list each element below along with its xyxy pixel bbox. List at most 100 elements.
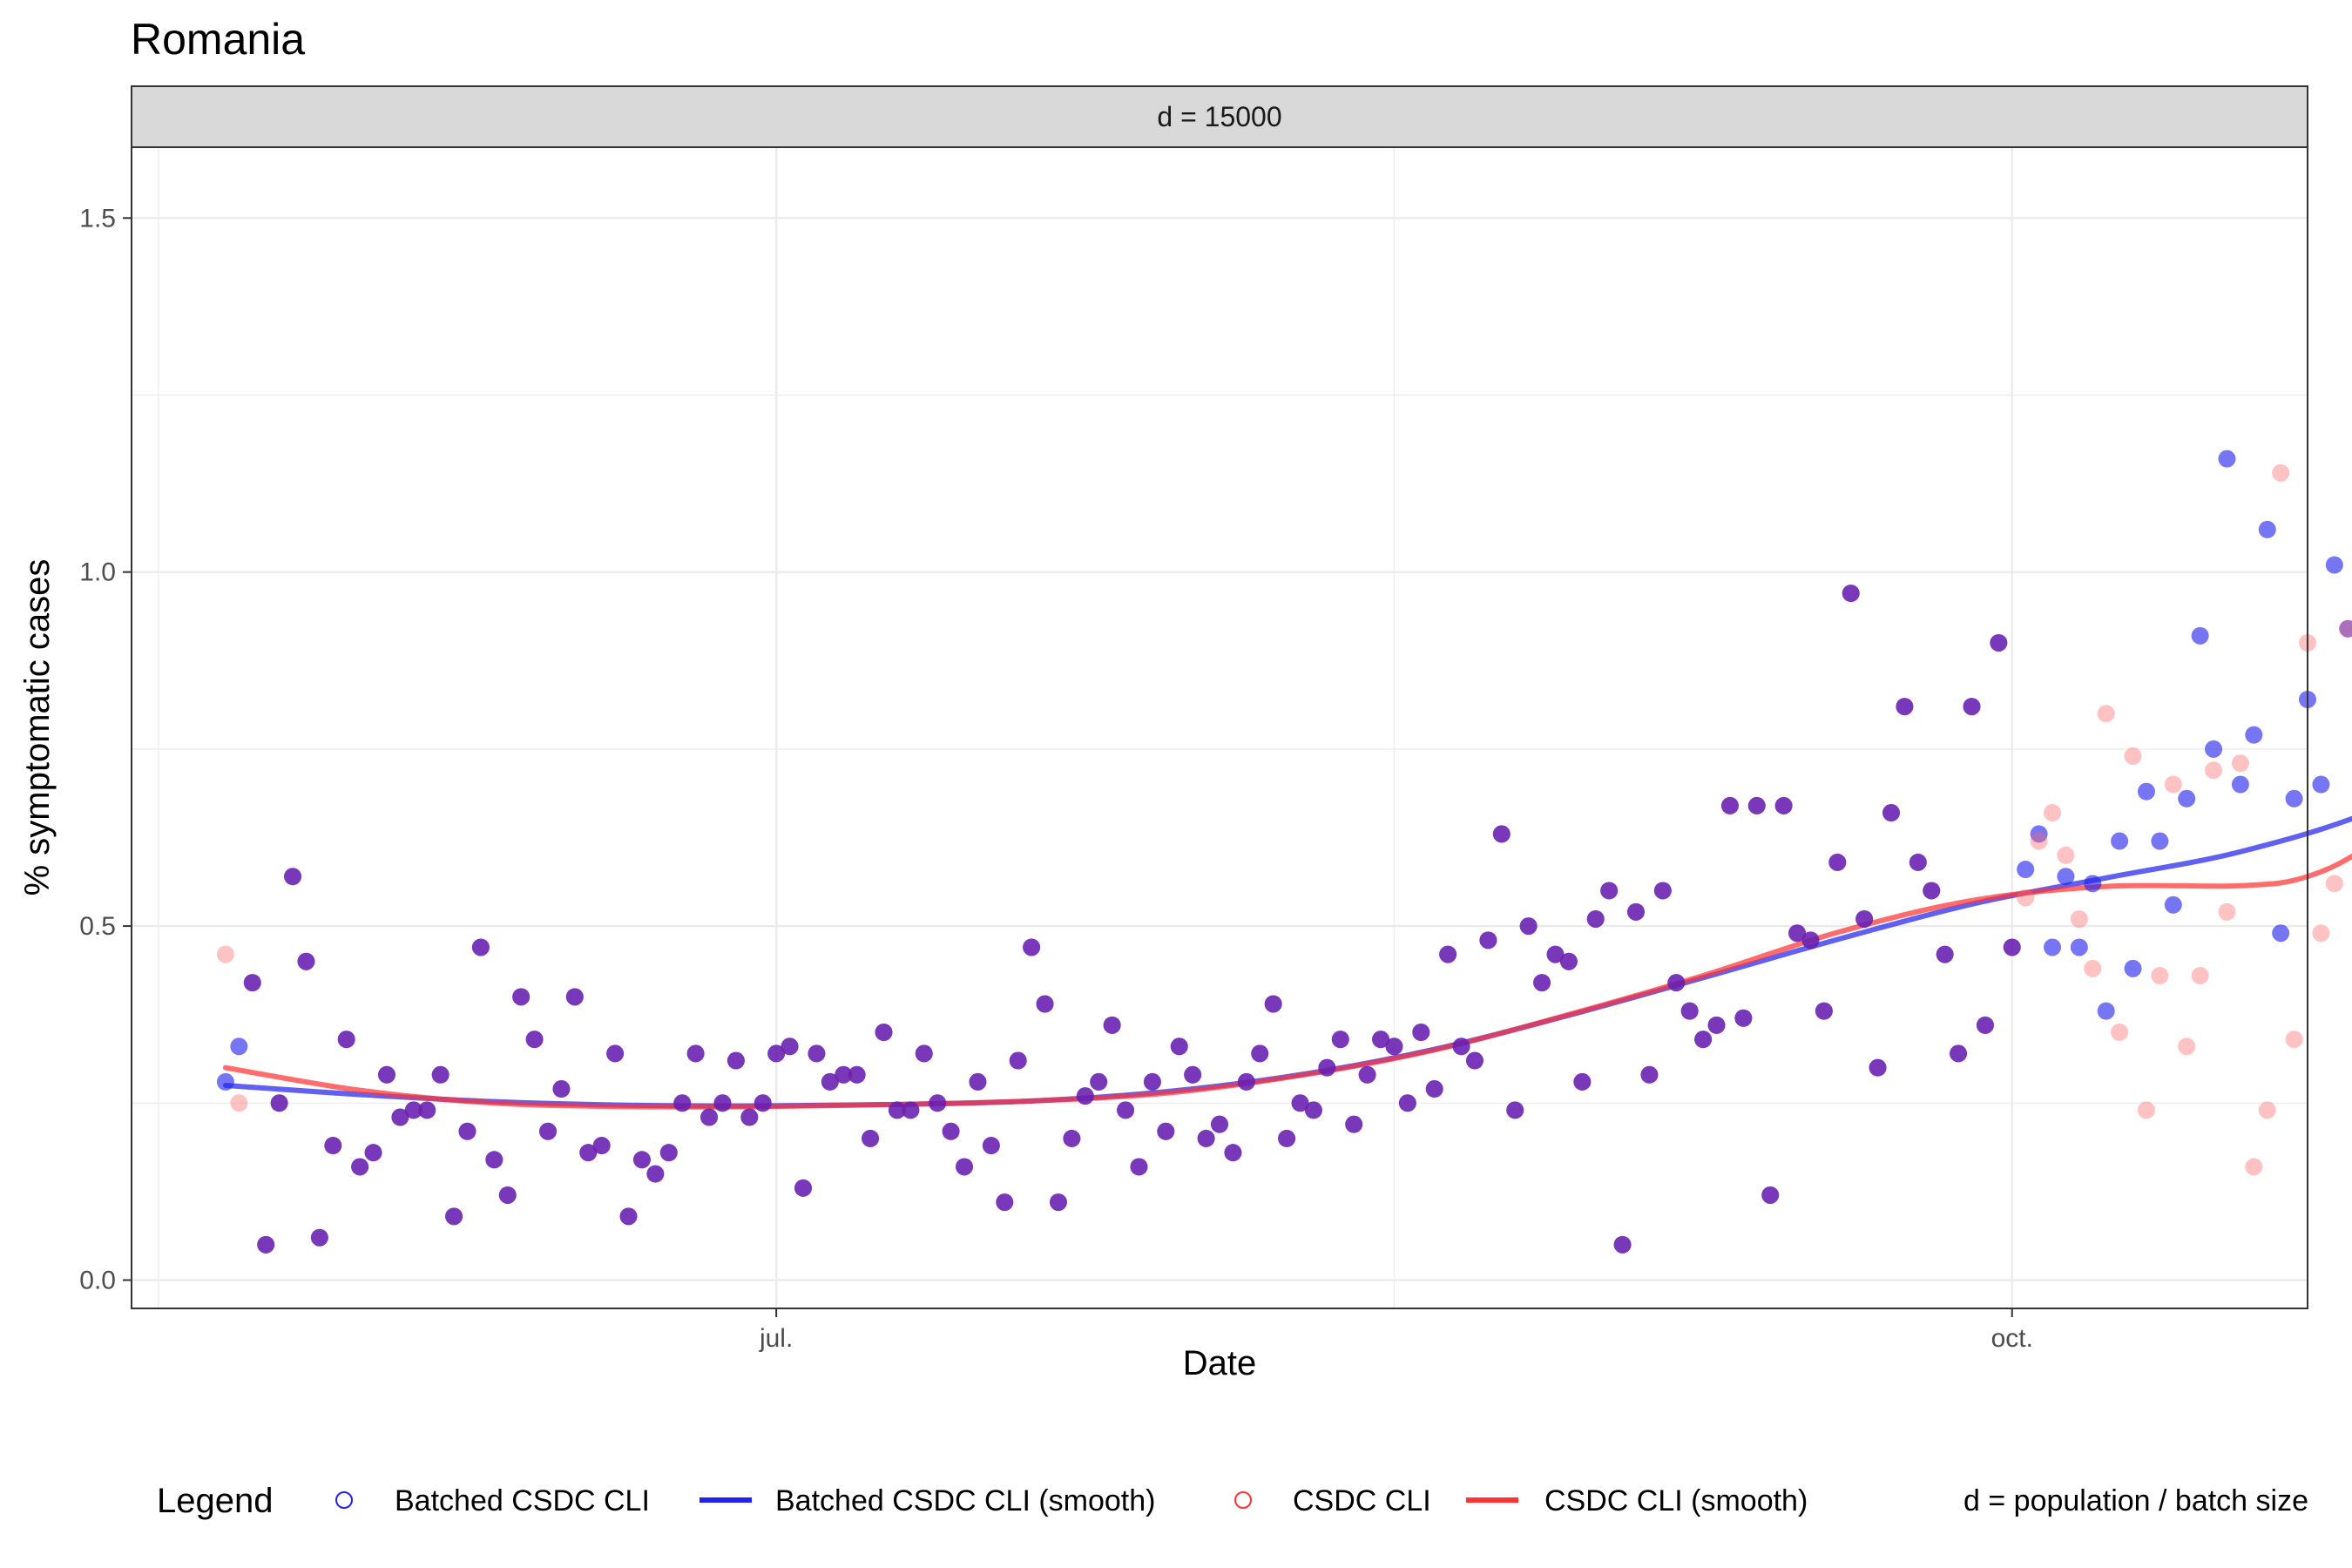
plot-border [131, 146, 2308, 1309]
overlap-point [1036, 995, 1054, 1013]
overlap-point [982, 1137, 1000, 1155]
legend-note: d = population / batch size [1963, 1484, 2308, 1517]
overlap-point [1707, 1016, 1726, 1034]
overlap-point [579, 1144, 598, 1162]
overlap-point [1412, 1024, 1430, 1042]
csdc-point [2084, 959, 2102, 977]
csdc-point [2124, 747, 2142, 766]
batched-point [2272, 924, 2290, 943]
legend-label-batched-smooth: Batched CSDC CLI (smooth) [775, 1484, 1156, 1517]
smooth-lines [222, 815, 2352, 1110]
overlap-point [1963, 698, 1981, 716]
overlap-point [1586, 909, 1605, 928]
csdc-point [2205, 761, 2223, 780]
overlap-point [1385, 1037, 1403, 1056]
overlap-point [1170, 1037, 1188, 1056]
overlap-point [1694, 1031, 1713, 1049]
data-points [216, 449, 2352, 1254]
overlap-point [1774, 796, 1793, 814]
overlap-point [1251, 1044, 1269, 1063]
overlap-point [781, 1037, 799, 1056]
overlap-point [1425, 1080, 1443, 1098]
batched-point [2124, 959, 2142, 977]
overlap-point [471, 938, 490, 956]
batched-point [230, 1037, 248, 1056]
csdc-point [2137, 1101, 2155, 1119]
overlap-point [862, 1129, 880, 1147]
chart-title: Romania [131, 15, 305, 64]
csdc-point [2339, 619, 2352, 638]
overlap-point [767, 1044, 786, 1063]
csdc-point [2151, 966, 2169, 984]
y-tick-label: 0.5 [79, 912, 116, 941]
overlap-point [1680, 1002, 1699, 1020]
overlap-point [391, 1108, 409, 1126]
batched-point [2231, 775, 2249, 794]
overlap-point [1184, 1065, 1202, 1084]
csdc-point [2057, 846, 2075, 864]
csdc-point [2097, 705, 2115, 723]
overlap-point [929, 1094, 947, 1112]
overlap-point [2003, 938, 2021, 956]
overlap-point [1747, 796, 1766, 814]
batched-point [2312, 775, 2330, 794]
batched-point [2111, 832, 2129, 850]
batched-point [2285, 789, 2303, 808]
overlap-point [592, 1137, 611, 1155]
overlap-point [1546, 945, 1565, 963]
csdc-point [2164, 775, 2182, 794]
overlap-point [1627, 902, 1646, 921]
overlap-point [1613, 1235, 1632, 1254]
csdc-point [2312, 924, 2330, 943]
overlap-point [673, 1094, 692, 1112]
batched-point [2070, 938, 2088, 956]
overlap-point [404, 1101, 422, 1119]
overlap-point [1103, 1016, 1121, 1034]
overlap-point [1345, 1115, 1363, 1133]
y-tick-label: 1.0 [79, 558, 116, 587]
x-tick-label: jul. [759, 1324, 793, 1353]
overlap-point [794, 1179, 812, 1197]
overlap-point [1130, 1158, 1148, 1176]
overlap-point [821, 1072, 839, 1091]
facet-strip-label: d = 15000 [1157, 101, 1281, 132]
overlap-point [1224, 1144, 1242, 1162]
legend-key-csdc-point [1234, 1491, 1252, 1509]
overlap-point [310, 1228, 328, 1247]
overlap-point [1331, 1031, 1349, 1049]
overlap-point [1157, 1122, 1175, 1140]
overlap-point [1990, 633, 2008, 652]
legend-title: Legend [157, 1482, 273, 1520]
overlap-point [1842, 585, 1860, 603]
overlap-point [525, 1031, 544, 1049]
batched-point [2017, 861, 2035, 879]
legend-label-csdc-smooth: CSDC CLI (smooth) [1544, 1484, 1808, 1517]
overlap-point [297, 952, 315, 970]
overlap-point [565, 988, 584, 1006]
overlap-point [848, 1065, 866, 1084]
overlap-point [659, 1144, 678, 1162]
overlap-point [1278, 1129, 1296, 1147]
overlap-point [1653, 882, 1672, 900]
overlap-point [1573, 1072, 1592, 1091]
overlap-point [1439, 945, 1457, 963]
overlap-point [458, 1122, 476, 1140]
legend-key-batched-point [335, 1491, 353, 1509]
overlap-point [1291, 1094, 1309, 1112]
overlap-point [1143, 1072, 1161, 1091]
csdc-point [2218, 902, 2236, 921]
overlap-point [1855, 909, 1874, 928]
csdc-point [2272, 463, 2290, 482]
csdc-point [230, 1094, 248, 1112]
batched-point [2097, 1002, 2115, 1020]
overlap-point [619, 1207, 638, 1226]
overlap-point [1950, 1044, 1968, 1063]
y-axis: 0.0 0.5 1.0 1.5 [79, 204, 132, 1294]
legend-label-csdc: CSDC CLI [1293, 1484, 1431, 1517]
overlap-point [1882, 804, 1900, 822]
csdc-point [2044, 804, 2062, 822]
overlap-point [1479, 931, 1497, 950]
overlap-point [1869, 1058, 1887, 1077]
legend: Legend Batched CSDC CLI Batched CSDC CLI… [157, 1482, 2308, 1520]
overlap-point [1519, 917, 1538, 936]
